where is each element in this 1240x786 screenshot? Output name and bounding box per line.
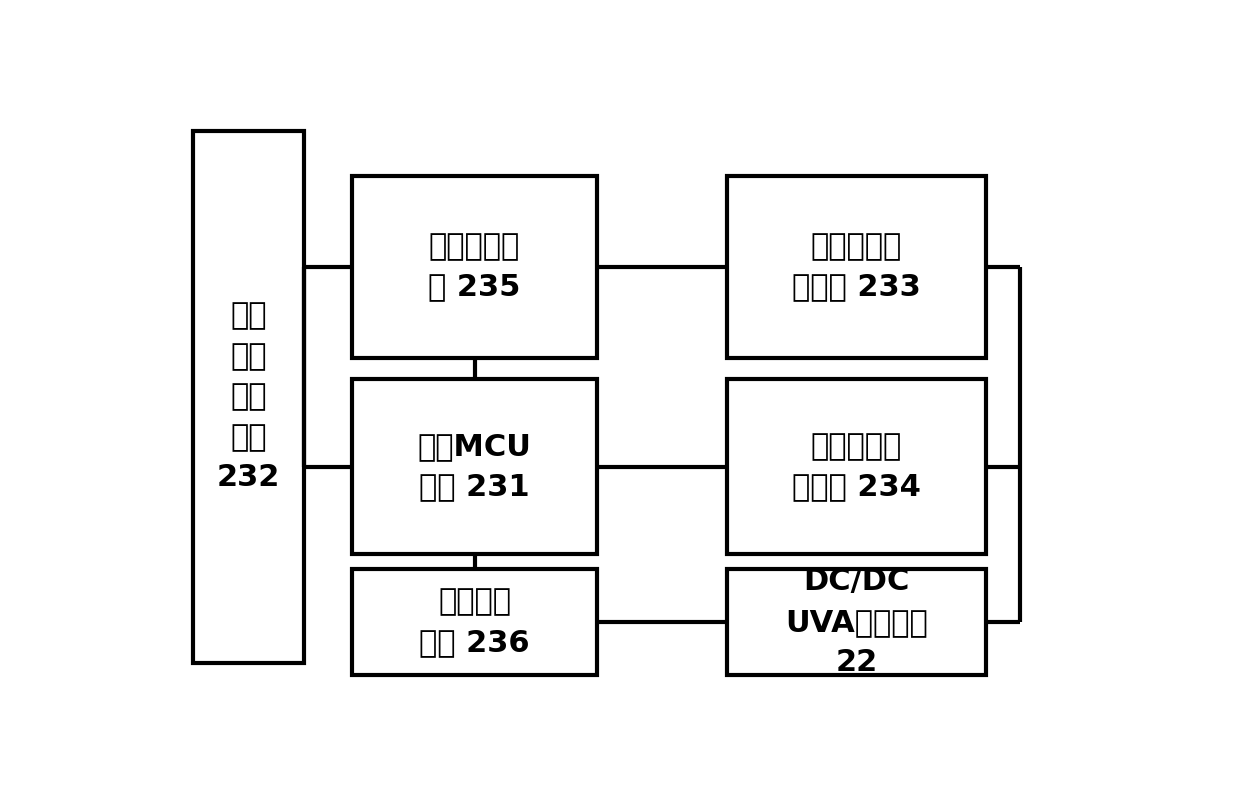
- Bar: [727, 176, 986, 358]
- Text: DC/DC
UVA电源模块
22: DC/DC UVA电源模块 22: [785, 567, 928, 678]
- Text: 第二通信模
块 235: 第二通信模 块 235: [428, 232, 521, 302]
- Text: 温度检测
模块 236: 温度检测 模块 236: [419, 588, 529, 657]
- Bar: [193, 130, 304, 663]
- Bar: [352, 569, 596, 675]
- Bar: [727, 569, 986, 675]
- Text: 第二MCU
模块 231: 第二MCU 模块 231: [418, 432, 532, 501]
- Text: 第二电压采
样模块 234: 第二电压采 样模块 234: [792, 432, 921, 501]
- Text: 第二电流采
样模块 233: 第二电流采 样模块 233: [792, 232, 921, 302]
- Bar: [352, 176, 596, 358]
- Text: 第二
低压
供电
模块
232: 第二 低压 供电 模块 232: [217, 301, 280, 493]
- Bar: [352, 379, 596, 554]
- Bar: [727, 379, 986, 554]
